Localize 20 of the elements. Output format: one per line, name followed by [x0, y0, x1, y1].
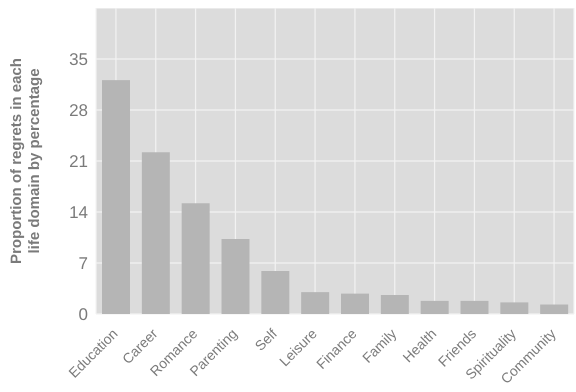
bar	[380, 295, 409, 314]
bar	[460, 300, 488, 314]
bar	[222, 238, 250, 314]
y-tick-label: 21	[69, 152, 88, 172]
x-tick-label: Self	[252, 325, 280, 354]
y-axis-title: Proportion of regrets in each life domain by percentage	[8, 58, 43, 264]
bar	[341, 294, 369, 314]
y-tick-label: 28	[69, 101, 88, 120]
bar	[142, 152, 170, 314]
bar	[182, 203, 210, 314]
bar	[301, 292, 330, 314]
y-tick-label: 14	[69, 203, 88, 222]
bar	[420, 300, 449, 314]
bar	[500, 302, 528, 314]
y-tick-label: 0	[78, 305, 88, 324]
bar	[102, 80, 130, 314]
bar	[540, 304, 568, 314]
bar	[261, 271, 290, 314]
y-tick-label: 35	[69, 50, 88, 70]
y-tick-label: 7	[78, 254, 88, 274]
